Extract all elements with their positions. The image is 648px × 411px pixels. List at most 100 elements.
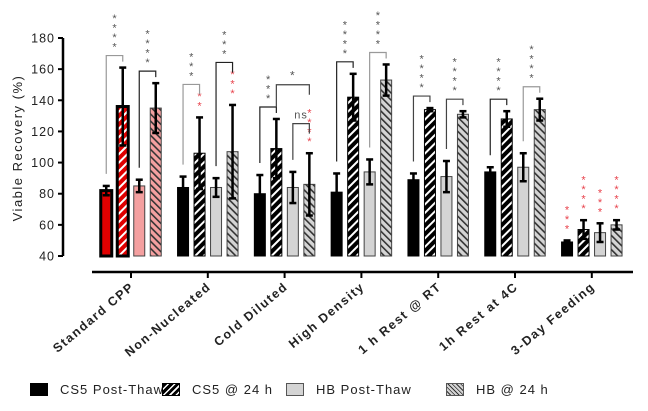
- legend-swatch-solid-black: [30, 383, 48, 396]
- significance-label: *: [453, 85, 458, 97]
- x-tick-label: 1 h Rest @ RT: [356, 280, 445, 358]
- significance-label: *: [189, 51, 194, 63]
- significance-stars: *: [581, 194, 586, 206]
- significance-bracket: [412, 95, 431, 162]
- significance-bracket: [522, 86, 541, 142]
- legend-label: HB @ 24 h: [476, 382, 549, 397]
- significance-label: *: [145, 57, 150, 69]
- significance-label: *: [529, 44, 534, 56]
- significance-label: *: [145, 38, 150, 50]
- significance-stars: *: [565, 214, 570, 226]
- significance-annotations: ** ********** ********************** ******…: [105, 10, 619, 235]
- legend-swatch-black-hatched: [162, 383, 180, 396]
- significance-label: *: [453, 76, 458, 88]
- y-tick-label: 80: [39, 187, 55, 201]
- significance-label: *: [145, 48, 150, 60]
- significance-label: *: [112, 42, 117, 54]
- significance-label: *: [420, 73, 425, 85]
- significance-bracket: [275, 84, 310, 107]
- legend-item-cs5-24h: CS5 @ 24 h: [162, 382, 273, 397]
- significance-stars: *: [614, 194, 619, 206]
- bar-chart: 40 60 80 100 120 140 160 180 Standard CPPNon-Nuc…: [10, 10, 633, 360]
- legend-swatch-light-gray: [286, 383, 304, 396]
- legend-label: HB Post-Thaw: [316, 382, 412, 397]
- significance-label: *: [376, 10, 381, 22]
- significance-label: *: [496, 66, 501, 78]
- bar: [500, 118, 513, 257]
- bar: [407, 179, 420, 257]
- significance-stars: *: [598, 206, 603, 218]
- significance-label: *: [420, 54, 425, 66]
- legend: CS5 Post-Thaw CS5 @ 24 h HB Post-Thaw HB…: [0, 382, 648, 404]
- significance-label: *: [222, 48, 227, 60]
- significance-label: *: [112, 13, 117, 25]
- bar: [533, 109, 546, 257]
- significance-label: *: [343, 48, 348, 60]
- significance-stars: *: [598, 187, 603, 199]
- significance-bracket: [292, 123, 310, 160]
- significance-label: *: [529, 73, 534, 85]
- significance-label: *: [112, 23, 117, 35]
- significance-stars: *: [581, 175, 586, 187]
- legend-label: CS5 Post-Thaw: [60, 382, 165, 397]
- error-bars: [102, 63, 621, 245]
- significance-label: *: [453, 66, 458, 78]
- legend-item-hb-post-thaw: HB Post-Thaw: [286, 382, 412, 397]
- significance-label: *: [222, 29, 227, 41]
- y-tick-label: 160: [31, 63, 55, 77]
- significance-bracket: [138, 70, 157, 168]
- significance-stars: *: [614, 175, 619, 187]
- x-tick-label: 1h Rest at 4C: [436, 280, 521, 354]
- significance-bracket: [259, 106, 277, 164]
- significance-label: *: [420, 82, 425, 94]
- significance-stars: *: [614, 203, 619, 215]
- x-tick-label: 3-Day Feeding: [508, 280, 597, 358]
- significance-stars: *: [197, 100, 202, 112]
- bar: [380, 79, 393, 257]
- significance-label: *: [496, 76, 501, 88]
- significance-bracket: [182, 83, 201, 165]
- significance-label: *: [496, 85, 501, 97]
- significance-label: *: [290, 69, 296, 83]
- bar: [456, 113, 469, 257]
- bar: [423, 109, 436, 257]
- x-tick-label: High Density: [286, 280, 367, 351]
- significance-label: *: [189, 61, 194, 73]
- significance-stars: *: [197, 91, 202, 103]
- y-tick-label: 180: [31, 32, 55, 46]
- significance-stars: *: [565, 223, 570, 235]
- bar: [99, 189, 114, 258]
- significance-label: *: [420, 63, 425, 75]
- significance-stars: *: [230, 88, 235, 100]
- significance-label: *: [266, 74, 271, 86]
- significance-label: *: [343, 29, 348, 41]
- significance-label: *: [266, 83, 271, 95]
- significance-label: ns: [294, 110, 308, 122]
- y-tick-label: 40: [39, 250, 55, 264]
- significance-label: *: [222, 39, 227, 51]
- significance-stars: *: [565, 204, 570, 216]
- significance-label: *: [376, 29, 381, 41]
- significance-stars: *: [307, 108, 312, 120]
- significance-stars: *: [581, 184, 586, 196]
- significance-stars: *: [307, 136, 312, 148]
- significance-bracket: [336, 61, 354, 162]
- significance-bracket: [105, 54, 124, 174]
- legend-label: CS5 @ 24 h: [192, 382, 274, 397]
- significance-stars: *: [581, 203, 586, 215]
- significance-label: *: [145, 29, 150, 41]
- x-tick-label: Cold Diluted: [211, 280, 290, 350]
- y-tick-label: 60: [39, 218, 55, 232]
- significance-bracket: [215, 61, 234, 167]
- significance-label: *: [453, 57, 458, 69]
- significance-stars: *: [614, 184, 619, 196]
- significance-label: *: [529, 63, 534, 75]
- significance-label: *: [343, 38, 348, 50]
- significance-label: *: [266, 93, 271, 105]
- legend-item-cs5-post-thaw: CS5 Post-Thaw: [30, 382, 164, 397]
- significance-stars: *: [598, 197, 603, 209]
- y-axis-label: Viable Recovery (%): [10, 75, 25, 222]
- bar: [484, 171, 497, 257]
- y-tick-label: 120: [31, 125, 55, 139]
- legend-item-hb-24h: HB @ 24 h: [446, 382, 549, 397]
